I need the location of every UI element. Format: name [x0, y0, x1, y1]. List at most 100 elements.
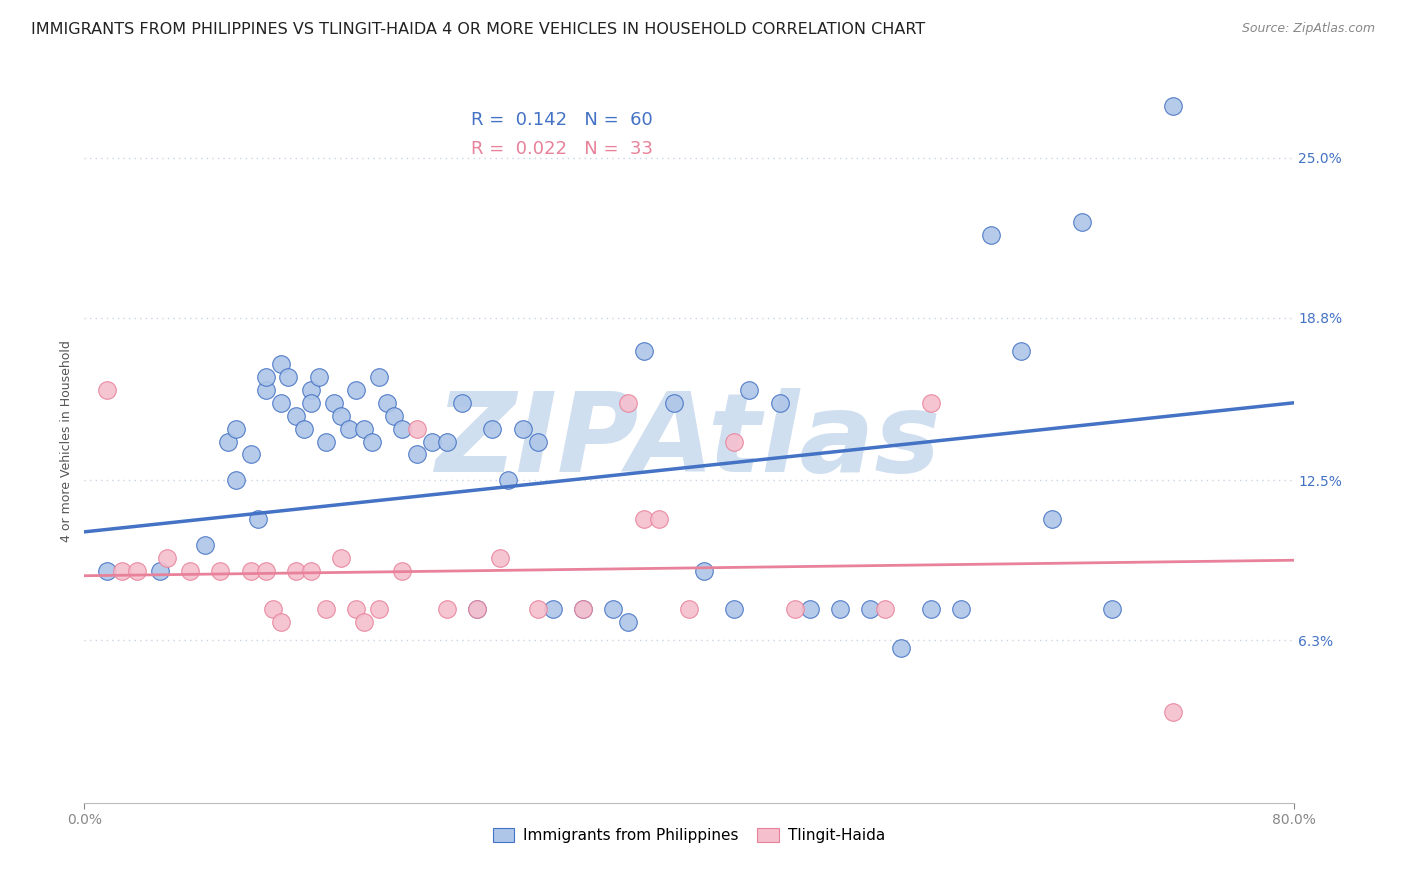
- Point: [346, 383, 368, 397]
- Point: [920, 602, 942, 616]
- Point: [496, 473, 519, 487]
- Point: [723, 602, 745, 616]
- Point: [353, 422, 375, 436]
- Point: [1011, 344, 1033, 359]
- Point: [337, 422, 360, 436]
- Point: [406, 447, 429, 461]
- Point: [799, 602, 821, 616]
- Point: [633, 344, 655, 359]
- Point: [382, 409, 405, 423]
- Text: Source: ZipAtlas.com: Source: ZipAtlas.com: [1241, 22, 1375, 36]
- Point: [467, 602, 489, 616]
- Point: [572, 602, 595, 616]
- Text: R =  0.022   N =  33: R = 0.022 N = 33: [471, 140, 654, 158]
- Point: [315, 434, 337, 449]
- Point: [368, 602, 391, 616]
- Point: [299, 564, 322, 578]
- Text: ZIPAtlas: ZIPAtlas: [436, 388, 942, 495]
- Point: [209, 564, 232, 578]
- Point: [353, 615, 375, 630]
- Point: [769, 396, 792, 410]
- Point: [262, 602, 284, 616]
- Point: [527, 602, 550, 616]
- Point: [277, 370, 299, 384]
- Point: [406, 422, 429, 436]
- Point: [225, 473, 247, 487]
- Point: [127, 564, 149, 578]
- Point: [156, 550, 179, 565]
- Point: [194, 538, 217, 552]
- Point: [270, 396, 292, 410]
- Point: [527, 434, 550, 449]
- Legend: Immigrants from Philippines, Tlingit-Haida: Immigrants from Philippines, Tlingit-Hai…: [486, 822, 891, 849]
- Point: [179, 564, 201, 578]
- Point: [96, 564, 118, 578]
- Point: [436, 602, 458, 616]
- Point: [648, 512, 671, 526]
- Point: [239, 564, 262, 578]
- Point: [322, 396, 344, 410]
- Point: [662, 396, 685, 410]
- Point: [875, 602, 897, 616]
- Point: [1161, 99, 1184, 113]
- Point: [738, 383, 761, 397]
- Point: [270, 357, 292, 371]
- Point: [436, 434, 458, 449]
- Point: [217, 434, 239, 449]
- Point: [299, 383, 322, 397]
- Point: [330, 550, 353, 565]
- Point: [541, 602, 564, 616]
- Point: [617, 615, 640, 630]
- Point: [111, 564, 134, 578]
- Point: [920, 396, 942, 410]
- Point: [292, 422, 315, 436]
- Point: [247, 512, 270, 526]
- Point: [254, 564, 277, 578]
- Point: [299, 396, 322, 410]
- Point: [308, 370, 330, 384]
- Point: [693, 564, 716, 578]
- Text: R =  0.142   N =  60: R = 0.142 N = 60: [471, 111, 652, 129]
- Point: [678, 602, 700, 616]
- Text: IMMIGRANTS FROM PHILIPPINES VS TLINGIT-HAIDA 4 OR MORE VEHICLES IN HOUSEHOLD COR: IMMIGRANTS FROM PHILIPPINES VS TLINGIT-H…: [31, 22, 925, 37]
- Point: [285, 409, 308, 423]
- Point: [859, 602, 882, 616]
- Point: [254, 383, 277, 397]
- Point: [1161, 706, 1184, 720]
- Point: [239, 447, 262, 461]
- Point: [391, 564, 413, 578]
- Point: [633, 512, 655, 526]
- Point: [830, 602, 852, 616]
- Point: [420, 434, 443, 449]
- Point: [617, 396, 640, 410]
- Point: [512, 422, 534, 436]
- Point: [1071, 215, 1094, 229]
- Point: [602, 602, 624, 616]
- Point: [572, 602, 595, 616]
- Point: [96, 383, 118, 397]
- Point: [890, 640, 912, 655]
- Point: [270, 615, 292, 630]
- Point: [346, 602, 368, 616]
- Point: [368, 370, 391, 384]
- Point: [467, 602, 489, 616]
- Point: [950, 602, 973, 616]
- Point: [360, 434, 382, 449]
- Point: [375, 396, 398, 410]
- Point: [330, 409, 353, 423]
- Point: [315, 602, 337, 616]
- Point: [783, 602, 806, 616]
- Point: [149, 564, 172, 578]
- Point: [481, 422, 503, 436]
- Point: [723, 434, 745, 449]
- Point: [980, 228, 1002, 243]
- Point: [451, 396, 474, 410]
- Point: [254, 370, 277, 384]
- Point: [1101, 602, 1123, 616]
- Y-axis label: 4 or more Vehicles in Household: 4 or more Vehicles in Household: [60, 341, 73, 542]
- Point: [391, 422, 413, 436]
- Point: [489, 550, 512, 565]
- Point: [225, 422, 247, 436]
- Point: [1040, 512, 1063, 526]
- Point: [285, 564, 308, 578]
